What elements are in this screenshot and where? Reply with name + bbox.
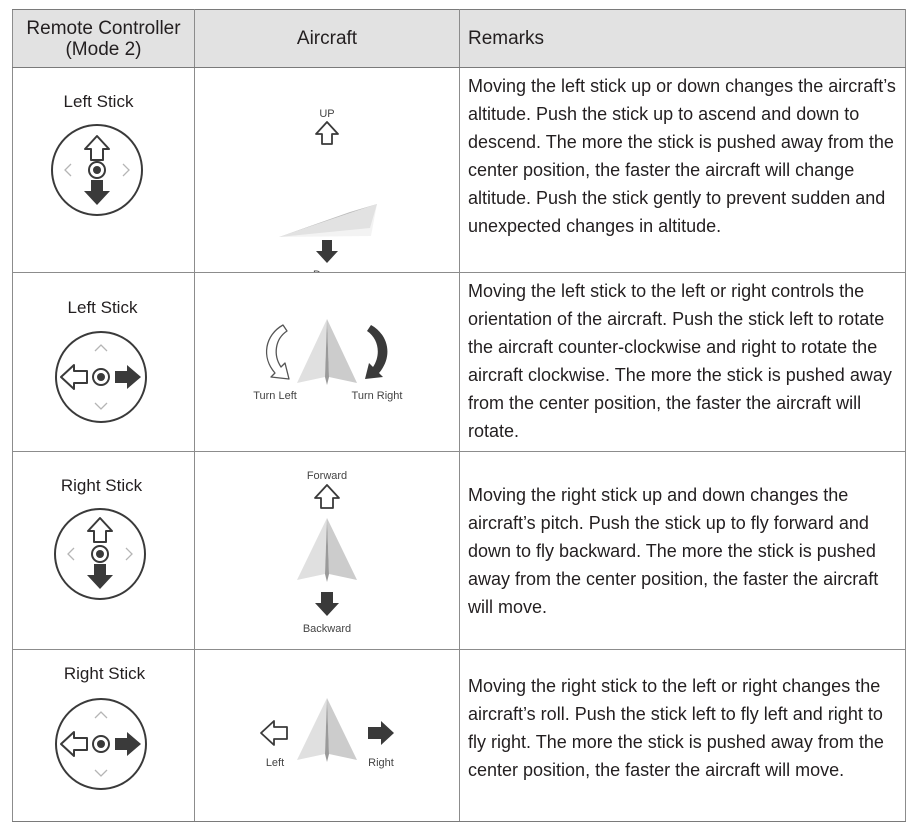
header-rc-line1: Remote Controller (26, 17, 181, 39)
remark-text: Moving the right stick to the left or ri… (468, 676, 884, 780)
remark-cell: Moving the right stick up and down chang… (459, 451, 906, 650)
remark-cell: Moving the left stick to the left or rig… (459, 272, 906, 452)
aircraft-altitude-diagram: UP Down (279, 108, 377, 272)
remark-text: Moving the left stick up or down changes… (468, 76, 896, 236)
label-turn-right: Turn Right (352, 390, 403, 402)
stick-left-right-icon (55, 331, 147, 423)
header-remote-controller: Remote Controller (Mode 2) (12, 9, 195, 68)
header-aircraft: Aircraft (194, 9, 460, 68)
aircraft-top-icon (297, 698, 357, 762)
table-header: Remote Controller (Mode 2) Aircraft Rema… (12, 9, 906, 68)
rc-cell: Right Stick (12, 649, 195, 822)
aircraft-cell: UP Down (194, 67, 460, 273)
remark-text: Moving the right stick up and down chang… (468, 485, 879, 617)
header-remarks: Remarks (459, 9, 906, 68)
aircraft-roll-diagram: Left Right (260, 698, 394, 769)
arrow-down-solid-icon (316, 240, 338, 263)
label-right: Right (368, 757, 394, 769)
label-left: Left (266, 757, 284, 769)
aircraft-side-icon (279, 204, 377, 237)
arrow-up-outline-icon (315, 121, 339, 145)
aircraft-cell: Turn Left Turn Right (194, 272, 460, 452)
remark-cell: Moving the right stick to the left or ri… (459, 649, 906, 822)
header-rc-line2: (Mode 2) (65, 38, 142, 60)
label-backward: Backward (303, 623, 351, 635)
aircraft-cell: Forward Backward (194, 451, 460, 650)
arrow-right-solid-icon (368, 721, 394, 745)
stick-label: Right Stick (63, 664, 146, 683)
aircraft-top-icon (297, 319, 357, 385)
rc-cell: Right Stick (12, 451, 195, 650)
table-row: Left Stick UP (12, 67, 906, 273)
stick-up-down-icon (54, 508, 146, 600)
rc-cell: Left Stick (12, 67, 195, 273)
table-row: Right Stick Forward (12, 451, 906, 650)
stick-label: Right Stick (60, 476, 143, 495)
remark-text: Moving the left stick to the left or rig… (468, 281, 892, 441)
rc-cell: Left Stick (12, 272, 195, 452)
arrow-up-outline-icon (314, 484, 340, 509)
aircraft-pitch-diagram: Forward Backward (297, 470, 357, 635)
stick-label: Left Stick (67, 298, 138, 317)
aircraft-yaw-diagram: Turn Left Turn Right (253, 319, 403, 402)
arrow-left-outline-icon (260, 720, 288, 746)
stick-up-down-icon (51, 124, 143, 216)
rotate-cw-icon (365, 325, 388, 379)
table-row: Right Stick (12, 649, 906, 822)
label-turn-left: Turn Left (253, 390, 297, 402)
label-up: UP (319, 108, 334, 120)
aircraft-top-icon (297, 518, 357, 582)
table-row: Left Stick (12, 272, 906, 452)
aircraft-cell: Left Right (194, 649, 460, 822)
arrow-down-solid-icon (315, 592, 339, 616)
label-forward: Forward (307, 470, 347, 482)
rotate-ccw-icon (265, 324, 290, 380)
remark-cell: Moving the left stick up or down changes… (459, 67, 906, 273)
stick-left-right-icon (55, 698, 147, 790)
label-down: Down (313, 269, 341, 272)
controls-table: Remote Controller (Mode 2) Aircraft Rema… (12, 9, 906, 822)
stick-label: Left Stick (63, 92, 134, 111)
